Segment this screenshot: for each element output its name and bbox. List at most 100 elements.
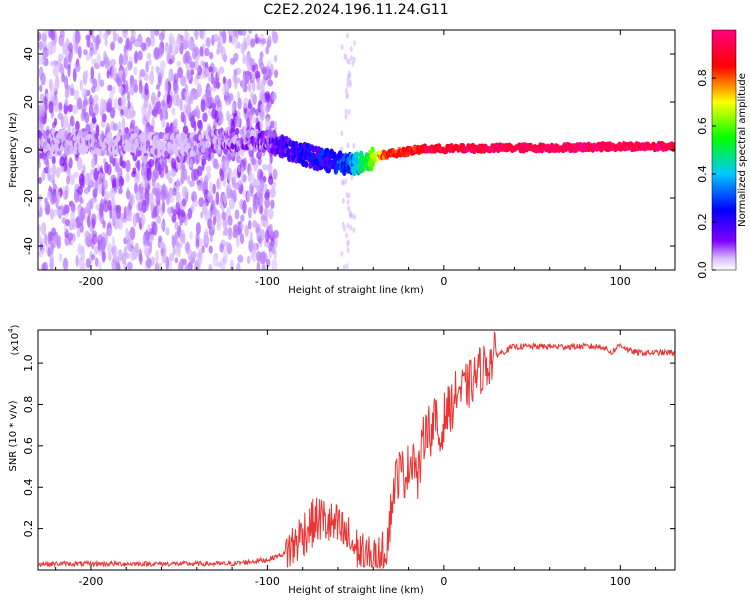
spectrogram-noise xyxy=(199,30,204,39)
spectrogram-noise xyxy=(259,119,263,131)
spectrogram-noise xyxy=(181,198,187,207)
spectrogram-noise xyxy=(133,83,139,93)
spectrogram-noise xyxy=(224,255,228,265)
spectrogram-noise xyxy=(134,40,141,47)
snr-y-label: SNR (10 * v/v) xyxy=(8,400,19,471)
spectrogram-noise xyxy=(255,108,260,117)
spectrogram-noise xyxy=(127,60,133,71)
spectrogram-noise xyxy=(264,91,271,102)
spectrogram-noise xyxy=(171,234,176,241)
spectrogram-noise xyxy=(138,80,143,94)
spectrogram-noise xyxy=(219,36,224,47)
spectrogram-noise xyxy=(156,66,162,76)
spectrogram-noise xyxy=(200,99,206,113)
spectrogram-noise xyxy=(78,45,82,59)
spectrogram-noise xyxy=(229,188,234,199)
spectrogram-noise xyxy=(71,119,75,127)
spectrogram-ridge-cell xyxy=(617,141,622,148)
spectrogram-noise xyxy=(212,34,219,43)
spectrogram-noise xyxy=(109,106,116,119)
spectrogram-noise xyxy=(173,82,179,95)
spectrogram-noise xyxy=(94,37,99,50)
spectrogram-noise xyxy=(184,243,190,252)
spectrogram-noise xyxy=(346,198,350,205)
spectrogram-noise xyxy=(155,250,159,263)
spectrogram-noise xyxy=(247,219,252,230)
spectrogram-noise xyxy=(222,193,228,205)
spectrogram-noise xyxy=(61,72,65,83)
spectrogram-ridge-cell xyxy=(405,151,411,157)
spectrogram-noise xyxy=(118,175,124,189)
spectrogram-noise xyxy=(68,53,72,63)
spectrogram-noise xyxy=(168,195,175,203)
spectrogram-noise xyxy=(91,217,96,228)
spectrogram-noise xyxy=(349,46,353,53)
spectrogram-noise xyxy=(268,175,274,186)
spectrogram-noise xyxy=(99,97,105,112)
spectrogram-noise xyxy=(340,44,344,51)
spectrogram-noise xyxy=(234,115,241,128)
spectrogram-noise xyxy=(143,244,149,257)
spectrogram-noise xyxy=(236,91,240,100)
spectrogram-noise xyxy=(164,164,169,174)
spectrogram-noise xyxy=(223,82,230,89)
spectrogram-noise xyxy=(103,190,110,201)
snr-x-ticks: -200 -100 0 100 xyxy=(55,330,657,588)
spectrogram-noise xyxy=(91,197,98,204)
spectrogram-noise xyxy=(209,51,214,60)
spectrogram-noise xyxy=(268,251,272,260)
spectrogram-noise xyxy=(108,251,112,262)
spectrogram-noise xyxy=(267,79,274,87)
spectrogram-noise xyxy=(100,198,105,212)
spectrogram-noise xyxy=(194,199,199,208)
snr-y-tick-label: 0.2 xyxy=(22,520,35,538)
spectrogram-y-tick-label: -40 xyxy=(22,237,35,255)
spectrogram-noise xyxy=(140,153,146,162)
spectrogram-noise xyxy=(94,257,99,267)
spectrogram-ridge-cell xyxy=(200,146,206,154)
spectrogram-noise xyxy=(246,34,251,46)
spectrogram-noise xyxy=(231,102,236,114)
spectrogram-noise xyxy=(240,214,245,222)
spectrogram-noise xyxy=(102,219,106,229)
spectrogram-noise xyxy=(110,41,115,51)
spectrogram-noise xyxy=(125,172,130,183)
spectrogram-noise xyxy=(106,70,110,79)
spectrogram-noise xyxy=(75,63,81,73)
spectrogram-noise xyxy=(113,218,120,230)
spectrogram-noise xyxy=(55,198,59,209)
spectrogram-noise xyxy=(193,60,199,68)
spectrogram-noise xyxy=(192,48,197,60)
spectrogram-noise xyxy=(270,187,276,198)
spectrogram-noise xyxy=(210,102,217,110)
spectrogram-noise xyxy=(343,53,347,60)
spectrogram-noise xyxy=(347,58,351,65)
spectrogram-noise xyxy=(59,156,65,168)
spectrogram-noise xyxy=(237,254,244,263)
spectrogram-noise xyxy=(181,186,188,199)
spectrogram-noise xyxy=(98,176,103,185)
spectrogram-noise xyxy=(160,249,165,257)
spectrogram-noise xyxy=(126,240,132,252)
spectrogram-noise xyxy=(68,223,74,231)
spectrogram-noise xyxy=(250,38,256,48)
spectrogram-noise xyxy=(350,174,354,181)
spectrogram-noise xyxy=(42,261,48,270)
spectrogram-noise xyxy=(227,215,233,227)
spectrogram-noise xyxy=(225,241,230,249)
spectrogram-noise xyxy=(214,95,221,105)
spectrogram-noise xyxy=(190,68,195,76)
spectrogram-noise xyxy=(128,41,133,51)
spectrogram-noise xyxy=(176,60,182,67)
spectrogram-noise xyxy=(255,223,262,238)
spectrogram-noise xyxy=(172,187,177,196)
spectrogram-noise xyxy=(142,204,146,211)
spectrogram-noise xyxy=(352,142,356,149)
spectrogram-y-tick-label: 40 xyxy=(22,47,35,61)
spectrogram-noise xyxy=(73,89,80,101)
spectrogram-noise xyxy=(118,85,124,94)
spectrogram-noise xyxy=(216,48,220,55)
spectrogram-noise xyxy=(79,79,83,92)
spectrogram-noise xyxy=(221,46,226,61)
spectrogram-noise xyxy=(112,122,118,132)
